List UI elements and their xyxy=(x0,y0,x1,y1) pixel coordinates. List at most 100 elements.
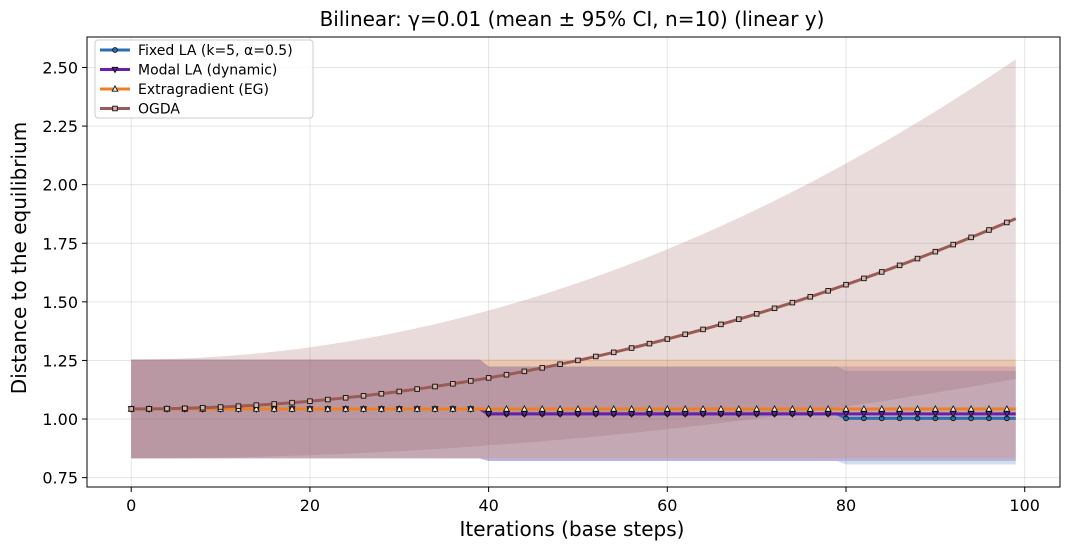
chart-title: Bilinear: γ=0.01 (mean ± 95% CI, n=10) (… xyxy=(320,7,825,31)
modal-la-dynamic-marker xyxy=(645,411,653,418)
extragradient-eg-marker xyxy=(896,405,904,412)
extragradient-eg-marker xyxy=(610,405,618,412)
x-axis-label: Iterations (base steps) xyxy=(460,517,685,541)
ogda-marker xyxy=(164,405,170,412)
ogda-marker xyxy=(378,390,385,397)
ogda-marker xyxy=(700,326,706,333)
ogda-marker xyxy=(986,227,992,233)
ogda-marker xyxy=(539,365,545,371)
modal-la-dynamic-marker xyxy=(592,411,600,418)
modal-la-dynamic-marker xyxy=(663,411,671,418)
modal-la-dynamic-marker xyxy=(985,411,993,418)
modal-la-dynamic-marker xyxy=(896,411,904,418)
modal-la-dynamic-marker xyxy=(574,411,582,418)
ogda-marker xyxy=(968,234,974,241)
modal-la-dynamic-marker xyxy=(878,411,886,418)
axis-ticks: 0 20 40 60 80 100 0.75 1.00 1.25 1.50 1.75 2.00 2.25… xyxy=(42,58,1040,515)
extragradient-eg-marker xyxy=(770,405,779,412)
ogda-marker xyxy=(360,393,367,399)
extragradient-eg-marker xyxy=(485,405,493,412)
ogda-marker xyxy=(736,316,742,322)
series-markers xyxy=(127,219,1011,422)
ogda-marker xyxy=(414,386,420,392)
ogda-marker xyxy=(843,281,849,288)
legend-box xyxy=(94,39,314,119)
ogda-marker xyxy=(307,398,313,404)
y-tick-label: 2.00 xyxy=(42,176,78,195)
extragradient-eg-marker xyxy=(985,405,993,412)
extragradient-eg-marker xyxy=(270,405,278,412)
fixed-la-k-5-0-5-legend-label: Fixed LA (k=5, α=0.5) xyxy=(138,43,293,59)
modal-la-dynamic-marker xyxy=(699,411,707,418)
extragradient-eg-marker xyxy=(628,405,636,412)
extragradient-eg-marker xyxy=(306,405,314,412)
extragradient-eg-marker xyxy=(735,405,743,412)
ogda-marker xyxy=(682,331,688,338)
extragradient-eg-marker xyxy=(520,405,528,412)
y-tick-label: 1.00 xyxy=(42,410,78,429)
modal-la-dynamic-marker xyxy=(538,411,546,418)
extragradient-eg-marker xyxy=(967,405,975,412)
modal-la-dynamic-marker xyxy=(681,411,689,418)
legend: Fixed LA (k=5, α=0.5) Modal LA (dynamic) E… xyxy=(94,39,314,119)
modal-la-dynamic-legend-marker xyxy=(111,66,119,74)
extragradient-eg-marker xyxy=(574,405,582,412)
extragradient-eg-marker xyxy=(806,405,814,412)
ogda-marker xyxy=(646,340,653,347)
ogda-marker xyxy=(271,401,277,407)
modal-la-dynamic-marker xyxy=(842,411,850,418)
extragradient-eg-marker xyxy=(878,405,886,412)
modal-la-dynamic-marker xyxy=(485,411,493,418)
extragradient-eg-marker xyxy=(913,405,922,412)
ogda-marker xyxy=(521,368,528,375)
extragradient-eg-marker xyxy=(753,405,761,412)
ogda-marker xyxy=(861,275,867,282)
modal-la-dynamic-marker xyxy=(735,411,743,418)
ogda-marker xyxy=(289,399,295,406)
ogda-marker xyxy=(146,406,152,412)
ogda-marker xyxy=(128,406,134,412)
ogda-marker xyxy=(753,311,760,317)
extragradient-eg-marker xyxy=(824,405,832,412)
extragradient-eg-marker xyxy=(252,405,260,412)
extragradient-eg-marker xyxy=(342,405,350,412)
modal-la-dynamic-marker xyxy=(931,411,939,418)
extragradient-eg-marker xyxy=(717,405,725,412)
extragradient-eg-marker xyxy=(288,405,296,412)
ogda-marker xyxy=(485,375,492,381)
modal-la-dynamic-marker xyxy=(628,411,636,418)
ogda-marker xyxy=(503,371,510,378)
y-tick-label: 0.75 xyxy=(42,469,78,488)
ogda-legend-marker xyxy=(112,105,118,112)
extragradient-eg-marker xyxy=(842,405,850,412)
modal-la-dynamic-marker xyxy=(717,411,725,418)
x-tick-label: 40 xyxy=(478,496,498,515)
modal-la-dynamic-marker xyxy=(913,411,922,418)
plot-frame xyxy=(86,36,1061,488)
extragradient-eg-marker xyxy=(449,405,457,412)
fixed-la-k-5-0-5-legend-marker xyxy=(112,47,118,53)
modal-la-dynamic-marker xyxy=(556,411,564,418)
ogda-marker xyxy=(199,404,206,411)
modal-la-dynamic-marker xyxy=(770,411,779,418)
ogda-marker xyxy=(664,336,671,342)
extragradient-eg-marker xyxy=(788,405,796,412)
extragradient-eg-marker xyxy=(556,405,564,412)
ogda-marker xyxy=(1004,219,1010,226)
modal-la-dynamic-marker xyxy=(1003,411,1011,418)
extragradient-eg-marker xyxy=(359,405,368,412)
modal-la-dynamic-marker xyxy=(610,411,618,418)
modal-la-dynamic-marker xyxy=(949,411,957,418)
ogda-marker xyxy=(253,402,260,408)
extragradient-eg-legend-label: Extragradient (EG) xyxy=(138,82,269,98)
ogda-marker xyxy=(432,383,438,390)
extragradient-eg-marker xyxy=(860,405,868,412)
ogda-marker xyxy=(217,404,224,410)
extragradient-eg-marker xyxy=(931,405,939,412)
x-tick-label: 100 xyxy=(1009,496,1040,515)
modal-la-dynamic-marker xyxy=(806,411,814,418)
x-tick-label: 0 xyxy=(126,496,136,515)
ogda-marker xyxy=(610,349,617,356)
extragradient-eg-marker xyxy=(699,405,707,412)
ogda-marker xyxy=(396,388,403,395)
